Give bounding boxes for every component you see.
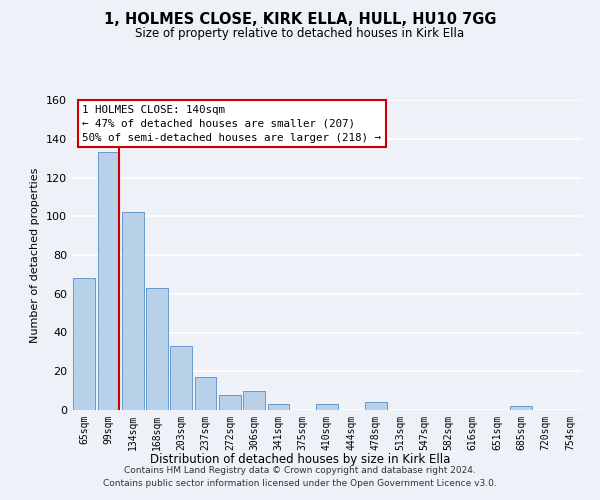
Y-axis label: Number of detached properties: Number of detached properties (31, 168, 40, 342)
Bar (194, 377, 217, 410)
Text: Distribution of detached houses by size in Kirk Ella: Distribution of detached houses by size … (150, 452, 450, 466)
Bar (243, 390, 265, 410)
Bar (73, 278, 95, 410)
Text: Contains HM Land Registry data © Crown copyright and database right 2024.
Contai: Contains HM Land Registry data © Crown c… (103, 466, 497, 487)
Bar (170, 346, 192, 410)
Text: 1 HOLMES CLOSE: 140sqm
← 47% of detached houses are smaller (207)
50% of semi-de: 1 HOLMES CLOSE: 140sqm ← 47% of detached… (82, 104, 381, 142)
Bar (511, 406, 532, 410)
Bar (365, 402, 386, 410)
Text: Size of property relative to detached houses in Kirk Ella: Size of property relative to detached ho… (136, 28, 464, 40)
Bar (219, 394, 241, 410)
Bar (316, 404, 338, 410)
Bar (97, 152, 119, 410)
Bar (268, 404, 289, 410)
Text: 1, HOLMES CLOSE, KIRK ELLA, HULL, HU10 7GG: 1, HOLMES CLOSE, KIRK ELLA, HULL, HU10 7… (104, 12, 496, 28)
Bar (122, 212, 143, 410)
Bar (146, 288, 168, 410)
